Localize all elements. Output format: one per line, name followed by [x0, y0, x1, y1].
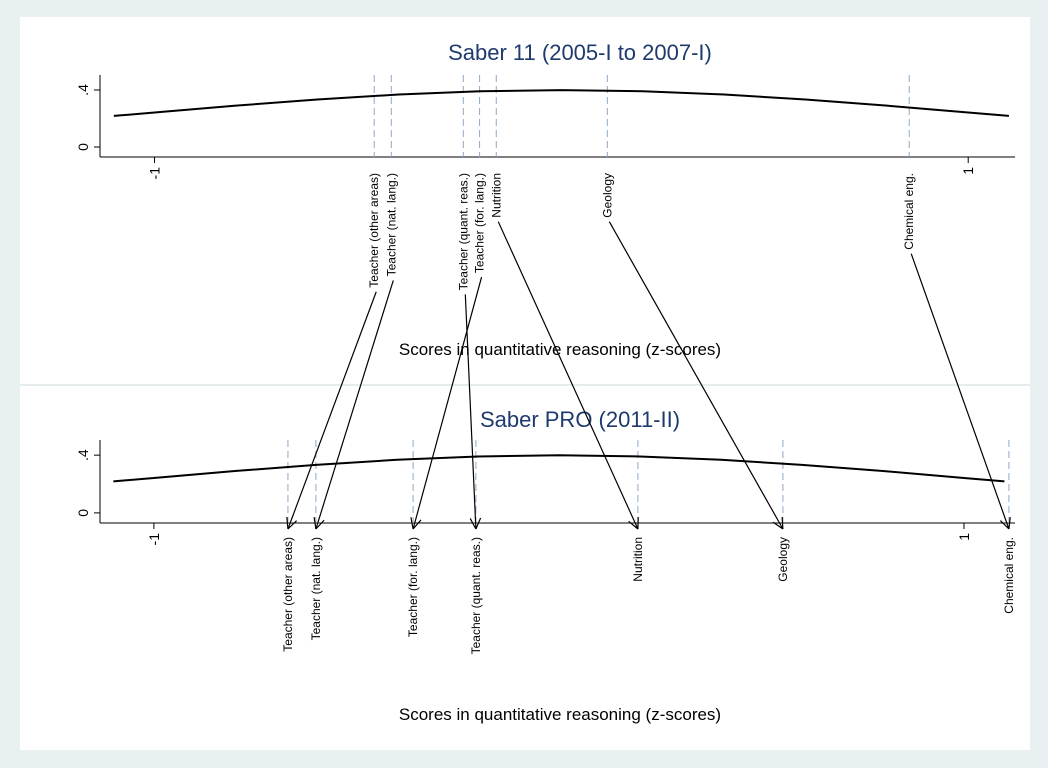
arrow-shaft: [910, 253, 1010, 530]
program-label: Chemical eng.: [902, 173, 916, 250]
arrow-head: [412, 519, 422, 530]
arrow-head: [315, 519, 325, 530]
program-label: Teacher (quant. reas.): [456, 173, 470, 290]
arrow-head: [1008, 517, 1011, 530]
arrow: [910, 253, 1011, 530]
arrow-head: [475, 517, 482, 530]
program-label: Teacher (nat. lang.): [309, 537, 323, 640]
arrow-shaft: [412, 276, 483, 530]
x-axis-title: Scores in quantitative reasoning (z-scor…: [399, 340, 721, 359]
density-curve: [113, 89, 1009, 117]
arrow: [286, 291, 377, 530]
x-tick-label: 1: [960, 167, 976, 175]
arrow-head: [286, 516, 289, 530]
density-curve: [113, 454, 1005, 483]
y-tick-label: .4: [75, 84, 91, 96]
x-tick-label: -1: [147, 167, 163, 180]
arrow: [464, 294, 482, 530]
program-label: Nutrition: [631, 537, 645, 582]
program-label: Teacher (for. lang.): [473, 173, 487, 273]
arrow: [410, 276, 483, 530]
panel-title: Saber PRO (2011-II): [480, 407, 680, 432]
program-label: Teacher (other areas): [367, 173, 381, 288]
x-tick-label: -1: [146, 533, 162, 546]
program-label: Teacher (other areas): [281, 537, 295, 652]
arrow-head: [999, 520, 1010, 530]
plot-panel: [20, 17, 1030, 750]
program-label: Geology: [776, 537, 790, 582]
program-label: Chemical eng.: [1002, 537, 1016, 614]
x-tick-label: 1: [956, 533, 972, 541]
panel-title: Saber 11 (2005-I to 2007-I): [448, 40, 712, 65]
arrow-shaft: [608, 221, 784, 530]
y-tick-label: .4: [75, 449, 91, 461]
arrow: [608, 221, 784, 530]
arrow: [313, 280, 394, 530]
program-label: Teacher (nat. lang.): [384, 173, 398, 276]
arrow-head: [287, 520, 298, 530]
arrow-head: [628, 520, 639, 530]
program-label: Teacher (for. lang.): [406, 537, 420, 637]
program-label: Nutrition: [489, 173, 503, 218]
arrow-head: [313, 517, 317, 530]
arrow-head: [781, 516, 784, 530]
x-axis-title: Scores in quantitative reasoning (z-scor…: [399, 705, 721, 724]
arrow-head: [772, 521, 784, 530]
arrow-shaft: [315, 280, 394, 530]
program-label: Teacher (quant. reas.): [469, 537, 483, 654]
y-tick-label: 0: [75, 143, 91, 151]
arrow-head: [410, 517, 414, 530]
arrow-shaft: [497, 221, 639, 530]
arrow: [497, 221, 639, 530]
y-tick-label: 0: [75, 509, 91, 517]
arrow-shaft: [464, 294, 477, 530]
arrow-head: [469, 518, 477, 530]
program-label: Geology: [600, 173, 614, 218]
arrow-shaft: [287, 291, 377, 530]
